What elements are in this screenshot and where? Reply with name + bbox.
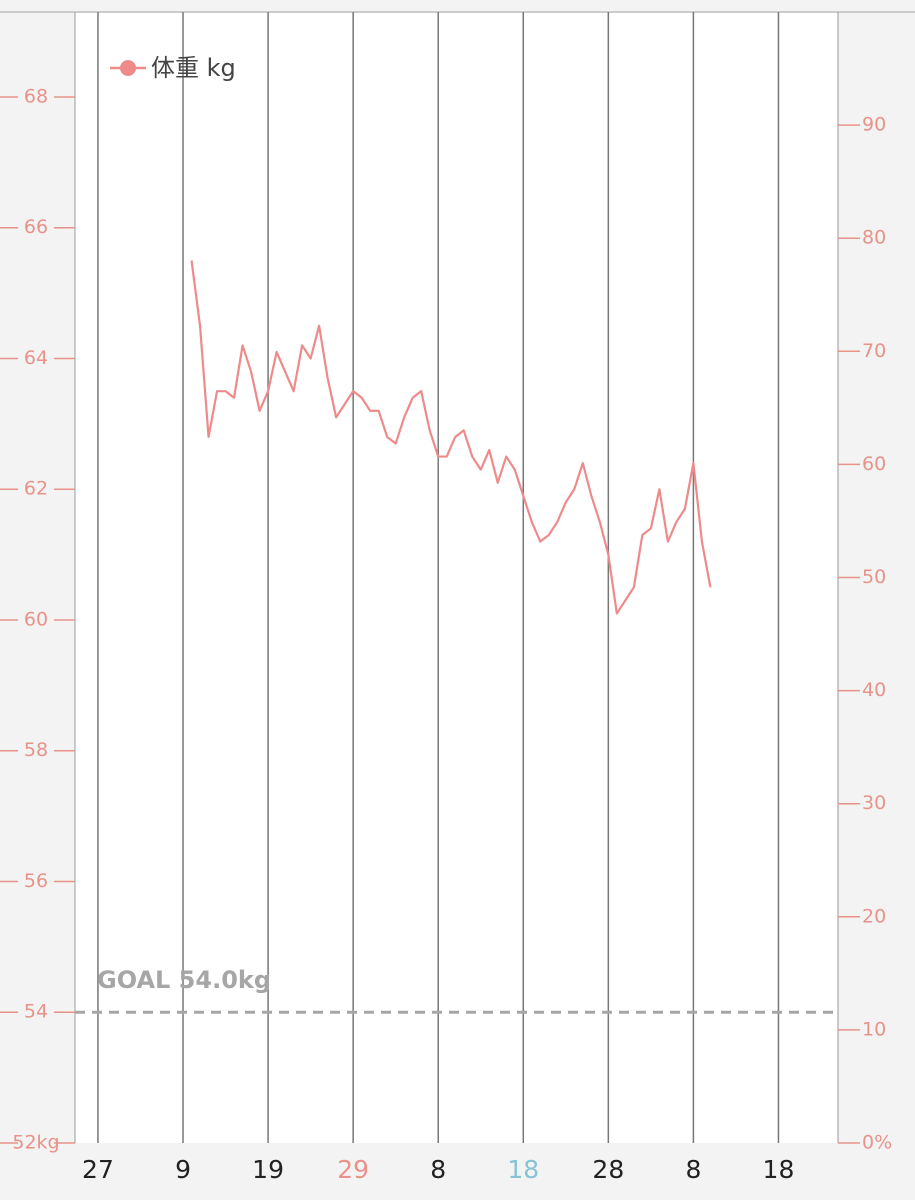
y-tick-label: 60 <box>24 608 48 630</box>
y2-tick-label: 60 <box>862 453 886 475</box>
x-tick-label: 18 <box>507 1155 539 1184</box>
y2-tick-label: 20 <box>862 905 886 927</box>
x-tick-label: 28 <box>592 1155 624 1184</box>
x-tick-label: 8 <box>430 1155 446 1184</box>
goal-label: GOAL 54.0kg <box>97 966 271 994</box>
plot-area <box>75 12 838 1143</box>
y2-tick-label: 90 <box>862 114 886 136</box>
x-tick-label: 27 <box>82 1155 114 1184</box>
y-tick-label: 58 <box>24 739 48 761</box>
y-tick-label: 52kg <box>12 1132 59 1154</box>
y2-tick-label: 80 <box>862 227 886 249</box>
x-tick-label: 19 <box>252 1155 284 1184</box>
legend-swatch <box>120 60 136 76</box>
y-tick-label: 62 <box>24 478 48 500</box>
x-tick-label: 18 <box>763 1155 795 1184</box>
y2-tick-label: 10 <box>862 1018 886 1040</box>
y2-tick-label: 40 <box>862 679 886 701</box>
x-tick-label: 29 <box>337 1155 369 1184</box>
y-tick-label: 66 <box>24 216 48 238</box>
y-tick-label: 68 <box>24 85 48 107</box>
y-tick-label: 64 <box>24 347 48 369</box>
legend-label: 体重 kg <box>151 54 236 82</box>
data-line <box>190 260 712 615</box>
y2-tick-label: 0% <box>862 1132 892 1154</box>
x-tick-label: 8 <box>685 1155 701 1184</box>
y-tick-label: 54 <box>24 1001 48 1023</box>
y2-tick-label: 30 <box>862 792 886 814</box>
y-tick-label: 56 <box>24 870 48 892</box>
y2-tick-label: 70 <box>862 340 886 362</box>
y2-tick-label: 50 <box>862 566 886 588</box>
x-tick-label: 9 <box>175 1155 191 1184</box>
